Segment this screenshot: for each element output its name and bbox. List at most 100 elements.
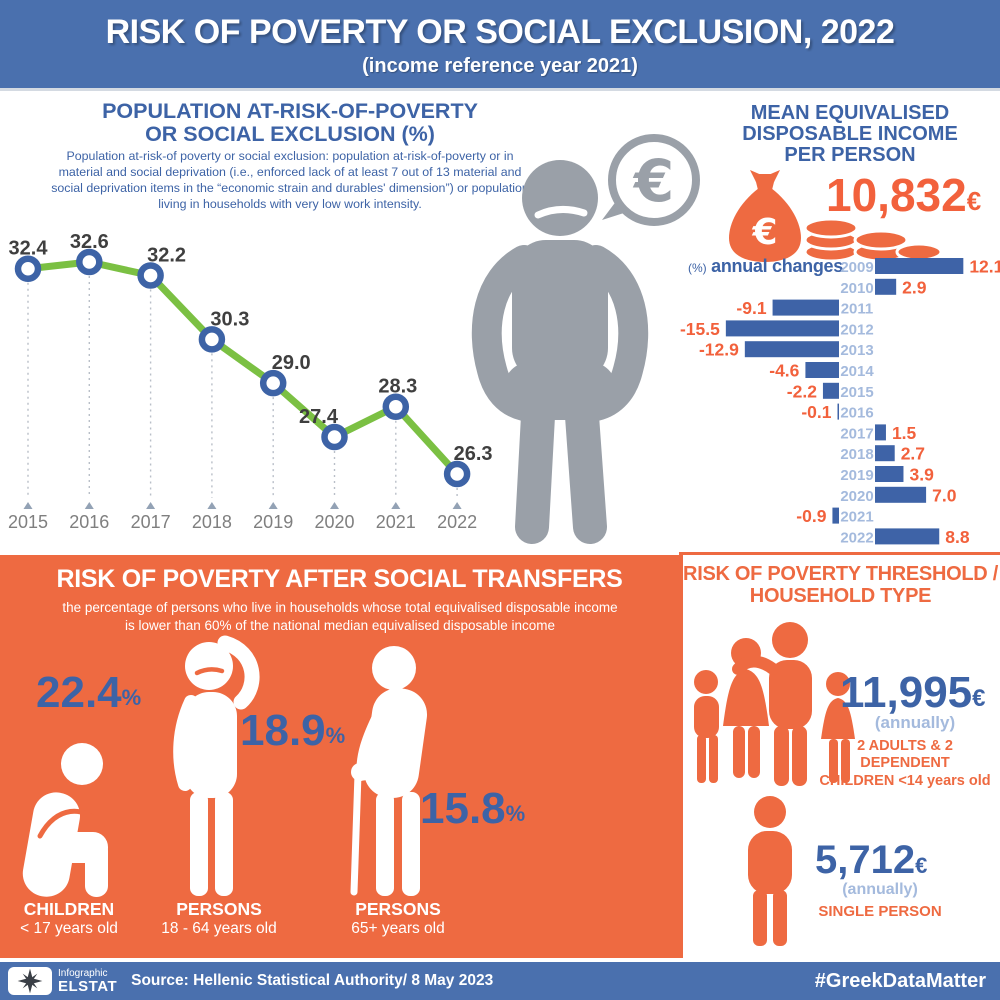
x-tick-label: 2018 — [192, 512, 232, 532]
adult-person-icon — [173, 635, 260, 896]
data-point — [76, 248, 103, 276]
data-point — [14, 255, 42, 282]
children-percentage: 22.4 % — [36, 668, 142, 717]
bar-year-label: 2019 — [840, 467, 873, 484]
transfers-section — [0, 555, 679, 958]
family-threshold-note: (annually) — [874, 713, 956, 732]
data-value-label: 32.2 — [147, 244, 186, 266]
bar-negative — [744, 341, 839, 358]
bar-value-label: 8.8 — [945, 527, 970, 547]
bar-year-label: 2016 — [840, 405, 873, 422]
data-point — [198, 326, 226, 353]
bar-year-label: 2021 — [840, 509, 873, 526]
data-value-label: 26.3 — [454, 443, 493, 465]
header-banner: RISK OF POVERTY OR SOCIAL EXCLUSION, 202… — [0, 0, 1000, 88]
single-person-icon — [748, 796, 792, 946]
data-point — [259, 369, 287, 397]
cane — [350, 770, 362, 896]
bar-year-label: 2020 — [840, 488, 873, 505]
bar-positive — [875, 528, 940, 545]
single-threshold-amount: 5,712 € — [815, 838, 928, 882]
bar-value-label: -2.2 — [787, 381, 817, 401]
bar-negative — [832, 507, 839, 524]
euro-symbol: € — [632, 147, 674, 215]
bar-negative — [822, 382, 839, 399]
bar-year-label: 2009 — [840, 259, 873, 276]
bar-value-label: 2.9 — [902, 277, 927, 297]
family-threshold-label: 2 ADULTS & 2 DEPENDENT CHILDREN <14 year… — [819, 738, 991, 789]
bar-value-label: 1.5 — [892, 423, 917, 443]
bar-positive — [875, 466, 904, 482]
bar-value-label: -15.5 — [680, 319, 720, 339]
bar-value-label: -9.1 — [736, 298, 766, 318]
family-threshold-amount: 11,995 € — [840, 668, 986, 717]
elstat-logo — [8, 967, 52, 995]
person-right-leg — [565, 399, 607, 544]
transfers-title: RISK OF POVERTY AFTER SOCIAL TRANSFERS — [56, 565, 623, 593]
bar-positive — [875, 258, 964, 274]
data-value-label: 32.4 — [9, 238, 49, 260]
bar-value-label: 12.1 — [969, 257, 1000, 277]
empty-pockets-person-illustration: € — [471, 134, 700, 544]
bar-year-label: 2013 — [840, 342, 873, 359]
children-label: CHILDREN < 17 years old — [20, 899, 118, 937]
person-left-arm — [471, 245, 539, 421]
axis-arrow-icon — [84, 502, 94, 509]
data-value-label: 28.3 — [378, 376, 417, 398]
bar-value-label: 2.7 — [901, 444, 925, 464]
footer-bar: Infographic ELSTAT Source: Hellenic Stat… — [0, 962, 1000, 1000]
bar-value-label: -0.1 — [801, 402, 831, 422]
compass-rose-icon — [17, 968, 43, 994]
x-tick-label: 2016 — [69, 512, 109, 532]
bar-positive — [875, 445, 895, 462]
bar-value-label: -0.9 — [796, 506, 826, 526]
axis-arrow-icon — [207, 502, 217, 509]
bar-value-label: -4.6 — [769, 361, 799, 381]
child-sitting-icon — [22, 743, 108, 897]
elderly-person-icon — [350, 646, 428, 896]
bar-year-label: 2011 — [841, 301, 874, 318]
bar-year-label: 2010 — [840, 280, 873, 297]
population-section-title: POPULATION AT-RISK-OF-POVERTY OR SOCIAL … — [102, 99, 478, 147]
page-title: RISK OF POVERTY OR SOCIAL EXCLUSION, 202… — [105, 13, 895, 51]
bar-year-label: 2014 — [840, 363, 874, 380]
bar-negative — [772, 299, 839, 316]
x-tick-label: 2021 — [376, 512, 416, 532]
axis-arrow-icon — [391, 502, 401, 509]
page-subtitle: (income reference year 2021) — [362, 55, 638, 77]
bar-negative — [725, 320, 839, 337]
person-torso — [512, 240, 608, 382]
axis-arrow-icon — [330, 502, 339, 509]
person-frown — [534, 206, 588, 219]
hashtag-text: #GreekDataMatter — [814, 969, 986, 992]
x-tick-label: 2017 — [131, 512, 171, 532]
bar-year-label: 2017 — [840, 425, 873, 442]
bar-positive — [875, 278, 897, 295]
transfers-description: the percentage of persons who live in ho… — [62, 600, 618, 633]
axis-arrow-icon — [452, 502, 462, 509]
bar-year-label: 2018 — [840, 446, 873, 463]
single-threshold-note: (annually) — [842, 881, 918, 898]
axis-arrow-icon — [268, 502, 278, 509]
bar-year-label: 2012 — [840, 321, 873, 338]
bar-negative — [837, 403, 839, 420]
bar-positive — [875, 424, 886, 441]
person-right-arm — [581, 245, 649, 421]
adults-label: PERSONS 18 - 64 years old — [161, 899, 277, 937]
bar-value-label: 7.0 — [932, 485, 957, 505]
euro-speech-bubble-icon: € — [602, 134, 700, 226]
population-section-description: Population at-risk-of poverty or social … — [51, 149, 529, 212]
single-threshold-label: SINGLE PERSON — [818, 903, 942, 920]
x-tick-label: 2019 — [253, 512, 293, 532]
data-value-label: 29.0 — [272, 352, 311, 374]
x-tick-label: 2015 — [8, 512, 48, 532]
euro-symbol: € — [751, 212, 777, 253]
x-tick-label: 2020 — [314, 512, 354, 532]
poverty-line-chart: 2015 2016 2017 2018 2019 2020 2021 2022 32.4 32.6… — [8, 231, 493, 532]
income-amount: 10,832 € — [826, 169, 982, 221]
data-value-label: 32.6 — [70, 231, 109, 253]
threshold-panel — [679, 552, 1000, 958]
bar-negative — [805, 362, 839, 378]
bar-year-label: 2015 — [840, 384, 873, 401]
